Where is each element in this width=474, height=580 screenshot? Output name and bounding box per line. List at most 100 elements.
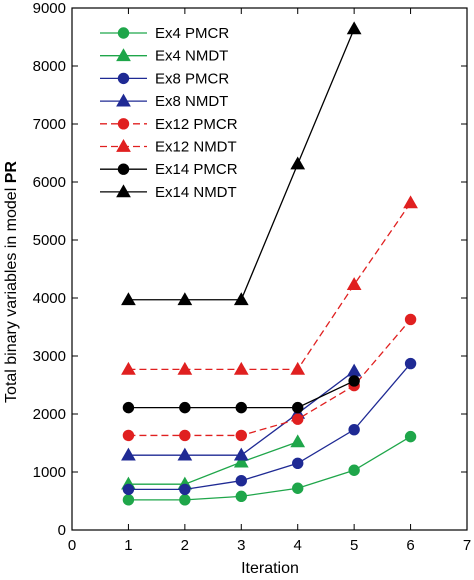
data-point [348,375,360,387]
data-point [404,357,417,370]
legend: Ex4 PMCR Ex4 NMDT Ex8 PMCR Ex8 NMDT Ex12 PMC… [100,25,238,201]
series-ex14-pmcr [122,375,360,414]
x-tick-label: 5 [350,537,358,554]
data-point [346,363,362,377]
legend-label: Ex8 PMCR [155,70,229,87]
data-point [404,313,417,326]
legend-label: Ex4 PMCR [155,25,229,42]
data-point [403,195,418,209]
data-point [348,423,360,436]
data-point [233,454,249,468]
series-line [128,436,411,501]
legend-label: Ex12 NMDT [155,139,237,156]
legend-marker [117,118,130,130]
x-tick-label: 3 [237,537,245,554]
x-tick-label: 1 [124,537,132,554]
data-point [233,292,249,306]
legend-item: Ex4 NMDT [100,48,228,65]
series-line [128,319,412,437]
legend-item: Ex8 PMCR [100,70,229,87]
data-point [404,430,417,443]
series-ex4-pmcr [122,430,417,506]
data-point [235,429,247,442]
series-ex12-pmcr [122,313,417,442]
data-point [235,475,247,487]
plot-frame [71,7,468,531]
data-point [292,401,304,414]
data-point [179,401,191,414]
data-point [122,401,135,414]
data-point [233,361,249,375]
x-tick-label: 2 [181,537,189,554]
data-point [235,490,247,503]
y-axis-title: Total binary variables in model PR [3,161,20,403]
legend-item: Ex12 NMDT [100,139,237,156]
series-ex14-nmdt [121,21,362,306]
data-point [177,292,193,306]
data-point [121,447,136,461]
data-point [292,413,304,425]
x-tick-label: 0 [68,537,76,554]
series-ex12-nmdt [121,195,418,375]
data-point [121,292,136,306]
y-tick-label: 4000 [33,290,66,307]
data-point [346,277,362,291]
data-point [179,494,191,506]
y-axis-title-text: Total binary variables in model [3,183,20,403]
y-tick-label: 9000 [33,0,66,17]
data-point [348,464,360,476]
y-tick-label: 2000 [33,406,66,423]
legend-label: Ex4 NMDT [155,48,228,65]
y-tick-label: 3000 [33,348,66,365]
data-point [121,361,136,375]
data-point [292,482,304,494]
y-tick-label: 1000 [33,464,66,481]
series-line [128,441,298,485]
legend-label: Ex14 PMCR [155,161,238,178]
data-point [179,429,191,442]
legend-marker [117,72,130,85]
legend-item: Ex8 NMDT [100,93,228,110]
legend-marker [117,27,130,39]
legend-item: Ex12 PMCR [100,116,238,133]
x-tick-label: 6 [406,537,414,554]
data-point [346,21,362,35]
data-point [290,434,306,448]
legend-label: Ex14 NMDT [155,184,237,201]
data-point [177,447,193,461]
data-point [235,401,247,414]
legend-label: Ex8 NMDT [155,93,228,110]
legend-marker [116,93,131,107]
legend-label: Ex12 PMCR [155,116,238,133]
y-tick-label: 6000 [33,174,66,191]
legend-item: Ex14 NMDT [100,184,237,201]
x-tick-label: 4 [294,537,302,554]
data-point [290,156,306,170]
data-point [233,447,249,461]
y-tick-label: 8000 [33,58,66,75]
y-tick-label: 0 [58,522,66,539]
data-point [122,483,135,496]
y-tick-label: 5000 [33,232,66,249]
y-tick-label: 7000 [33,116,66,133]
series-line [128,202,412,370]
y-axis-title-bold: PR [3,161,20,184]
series-ex4-nmdt [121,434,306,490]
data-point [290,361,306,375]
data-point [292,457,304,469]
axes-layer: 0 1 2 3 4 5 6 7 0 1000 2000 3000 4000 5000 6000 7000 800… [33,0,472,554]
x-tick-label: 7 [463,537,471,554]
series-ex8-pmcr [122,357,417,496]
legend-marker [116,48,131,62]
x-axis-title: Iteration [241,560,299,577]
data-point [122,429,135,442]
data-point [122,494,135,506]
series-layer [121,21,418,506]
legend-marker [117,163,130,175]
series-line [128,363,412,491]
data-point [177,361,193,375]
legend-item: Ex4 PMCR [100,25,229,42]
legend-marker [116,184,131,198]
